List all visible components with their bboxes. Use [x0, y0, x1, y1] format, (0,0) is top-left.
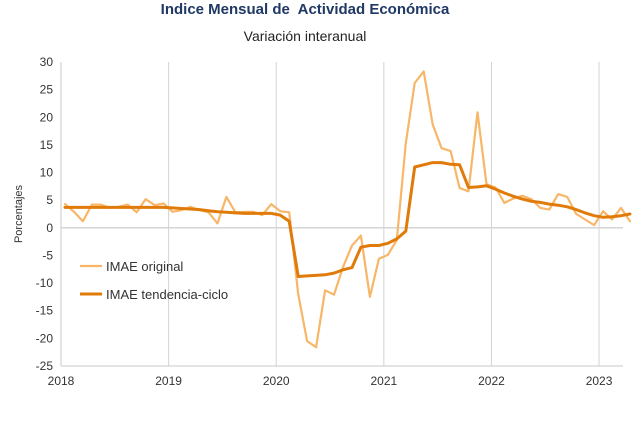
x-tick-label: 2022 [478, 374, 505, 388]
x-tick-labels: 2018 2019 2020 2021 2022 2023 [48, 374, 613, 388]
y-tick-label: 25 [40, 83, 54, 97]
chart-title: Indice Mensual de Actividad Económica [160, 1, 450, 18]
y-tick-label: 30 [40, 55, 54, 69]
y-tick-label: 10 [40, 166, 54, 180]
y-tick-label: 5 [46, 193, 53, 207]
x-tick-label: 2021 [370, 374, 397, 388]
legend-label: IMAE original [106, 259, 183, 274]
y-tick-label: -10 [36, 276, 54, 290]
x-tick-label: 2018 [48, 374, 75, 388]
y-tick-label: -5 [42, 248, 53, 262]
y-tick-label: -20 [36, 331, 54, 345]
x-tick-label: 2020 [263, 374, 290, 388]
series-line-imae-tendencia-ciclo [63, 161, 632, 278]
gridlines [60, 62, 623, 366]
x-tick-label: 2019 [155, 374, 182, 388]
y-tick-label: 0 [46, 221, 53, 235]
legend: IMAE original IMAE tendencia-ciclo [80, 259, 228, 302]
series-lines [63, 70, 632, 349]
x-tick-label: 2023 [586, 374, 613, 388]
series-line-imae-original [63, 70, 632, 349]
y-tick-label: -25 [36, 359, 54, 373]
legend-label: IMAE tendencia-ciclo [106, 287, 228, 302]
y-tick-label: 15 [40, 138, 54, 152]
y-axis-title: Porcentajes [13, 184, 25, 243]
y-tick-labels: 30 25 20 15 10 5 0 -5 -10 -15 -20 -25 [36, 55, 54, 373]
chart-subtitle: Variación interanual [243, 28, 367, 44]
y-tick-label: -15 [36, 304, 54, 318]
y-tick-label: 20 [40, 110, 54, 124]
